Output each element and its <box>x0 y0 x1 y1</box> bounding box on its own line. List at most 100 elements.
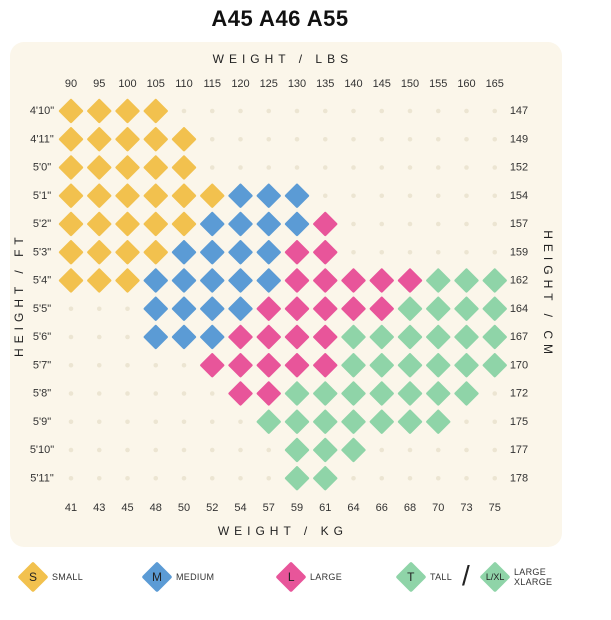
size-diamond-t <box>454 324 479 350</box>
size-diamond-l <box>228 381 253 406</box>
size-diamond-s <box>58 155 84 180</box>
legend-diamond: T <box>395 561 427 593</box>
empty-cell-dot <box>351 165 356 170</box>
legend-letter: T <box>407 570 415 584</box>
kg-tick-label: 59 <box>291 502 303 514</box>
size-diamond-l <box>313 211 338 237</box>
empty-cell-dot <box>407 447 413 453</box>
empty-cell-dot <box>238 165 243 170</box>
kg-tick-label: 57 <box>263 502 275 514</box>
empty-cell-dot <box>238 475 243 481</box>
legend-label: LARGE <box>310 572 343 582</box>
size-diamond-l <box>313 296 338 321</box>
empty-cell-dot <box>238 136 243 142</box>
x-top-axis-title: WEIGHT / LBS <box>213 52 353 66</box>
size-diamond-s <box>58 240 84 265</box>
ft-tick-label: 5'1" <box>33 190 51 202</box>
empty-cell-dot <box>464 193 469 199</box>
size-diamond-m <box>200 296 225 321</box>
size-diamond-t <box>426 381 451 406</box>
size-diamond-m <box>284 183 310 208</box>
size-diamond-m <box>200 268 225 293</box>
size-diamond-s <box>87 211 112 237</box>
size-diamond-t <box>284 409 310 434</box>
size-diamond-t <box>369 353 394 378</box>
size-diamond-t <box>482 324 507 350</box>
legend: S SMALL M MEDIUM L LARGE T TALL / L/XL LARGE XLARGE <box>0 558 611 604</box>
empty-cell-dot <box>464 249 469 255</box>
empty-cell-dot <box>153 447 159 453</box>
empty-cell-dot <box>492 193 498 199</box>
y-left-axis-title: HEIGHT / FT <box>12 232 26 357</box>
cm-tick-label: 162 <box>510 275 528 287</box>
size-diamond-l <box>284 353 310 378</box>
size-diamond-s <box>171 127 197 152</box>
cm-tick-label: 172 <box>510 388 528 400</box>
cm-tick-label: 178 <box>510 472 528 484</box>
size-diamond-l <box>397 268 423 293</box>
size-diamond-t <box>454 296 479 321</box>
size-diamond-l <box>284 324 310 350</box>
size-diamond-t <box>341 381 366 406</box>
empty-cell-dot <box>379 108 385 114</box>
empty-cell-dot <box>407 475 413 481</box>
cm-tick-label: 149 <box>510 133 528 145</box>
size-diamond-l <box>256 381 281 406</box>
empty-cell-dot <box>238 108 243 114</box>
size-diamond-s <box>58 98 84 124</box>
empty-cell-dot <box>322 136 328 142</box>
size-diamond-m <box>171 240 197 265</box>
legend-diamond: M <box>141 561 173 593</box>
lbs-tick-label: 90 <box>65 78 77 90</box>
empty-cell-dot <box>96 391 102 396</box>
empty-cell-dot <box>96 447 102 453</box>
legend-letter: M <box>152 570 162 584</box>
size-diamond-s <box>115 127 140 152</box>
size-diamond-m <box>256 268 281 293</box>
empty-cell-dot <box>492 136 498 142</box>
size-diamond-m <box>228 268 253 293</box>
empty-cell-dot <box>379 249 385 255</box>
kg-tick-label: 43 <box>93 502 105 514</box>
lbs-tick-label: 130 <box>288 78 306 90</box>
empty-cell-dot <box>464 447 469 453</box>
ft-tick-label: 5'10" <box>30 444 54 456</box>
empty-cell-dot <box>68 334 74 340</box>
legend-label: MEDIUM <box>176 572 215 582</box>
empty-cell-dot <box>238 419 243 425</box>
size-diamond-s <box>115 183 140 208</box>
legend-label: SMALL <box>52 572 84 582</box>
empty-cell-dot <box>266 475 272 481</box>
size-diamond-m <box>171 324 197 350</box>
empty-cell-dot <box>322 165 328 170</box>
lbs-tick-label: 145 <box>373 78 391 90</box>
empty-cell-dot <box>125 447 130 453</box>
size-diamond-m <box>256 240 281 265</box>
size-diamond-t <box>313 466 338 491</box>
empty-cell-dot <box>379 165 385 170</box>
size-diamond-s <box>58 268 84 293</box>
size-diamond-s <box>87 183 112 208</box>
empty-cell-dot <box>68 447 74 453</box>
ft-tick-label: 5'9" <box>33 416 51 428</box>
legend-diamond: S <box>17 561 49 593</box>
size-diamond-l <box>369 268 394 293</box>
size-diamond-l <box>313 268 338 293</box>
size-diamond-s <box>87 268 112 293</box>
empty-cell-dot <box>492 447 498 453</box>
cm-tick-label: 159 <box>510 246 528 258</box>
empty-cell-dot <box>407 165 413 170</box>
size-diamond-t <box>454 268 479 293</box>
legend-letter: S <box>28 569 38 584</box>
lbs-tick-label: 120 <box>231 78 249 90</box>
cm-tick-label: 147 <box>510 105 528 117</box>
empty-cell-dot <box>435 108 441 114</box>
size-diamond-t <box>426 409 451 434</box>
size-diamond-t <box>341 437 366 463</box>
kg-tick-label: 64 <box>347 502 359 514</box>
size-diamond-t <box>426 353 451 378</box>
empty-cell-dot <box>464 136 469 142</box>
size-diamond-l <box>256 324 281 350</box>
empty-cell-dot <box>266 447 272 453</box>
empty-cell-dot <box>181 108 187 114</box>
